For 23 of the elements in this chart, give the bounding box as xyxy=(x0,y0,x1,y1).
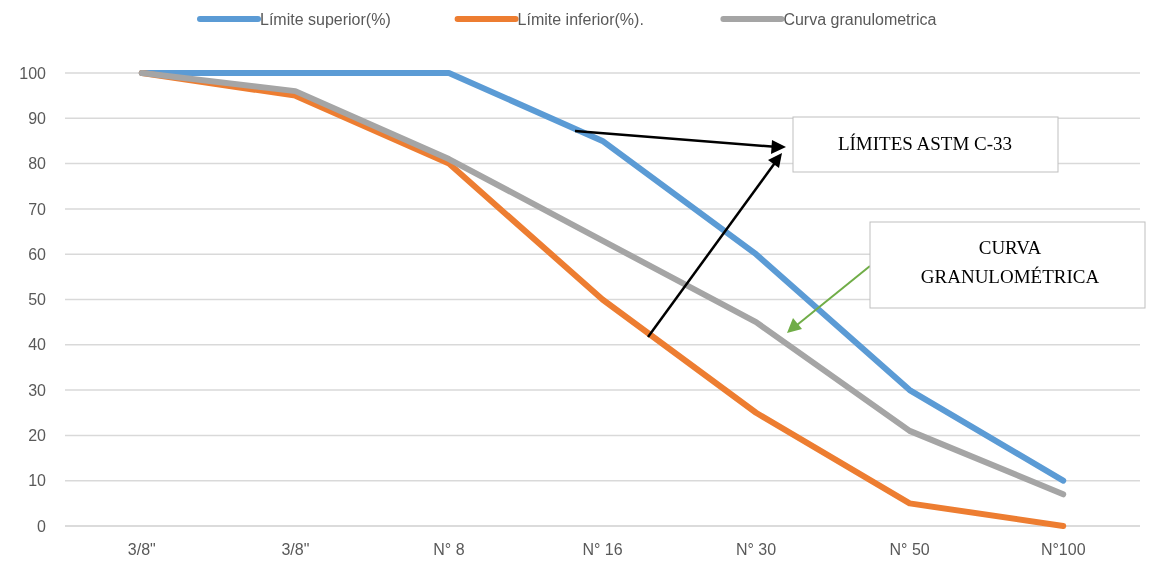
y-tick-label: 40 xyxy=(28,336,47,354)
y-tick-label: 20 xyxy=(28,427,47,444)
x-tick-label: N° 8 xyxy=(433,541,465,558)
y-tick-label: 60 xyxy=(28,245,47,263)
annotation: LÍMITES ASTM C-33 xyxy=(837,133,1013,154)
x-tick-label: N° 30 xyxy=(735,541,777,558)
legend-label: Límite inferior(%). xyxy=(517,11,644,28)
y-tick-label: 80 xyxy=(28,155,47,173)
y-tick-label: 100 xyxy=(19,64,47,82)
x-tick-label: N° 16 xyxy=(582,541,623,558)
y-tick-label: 50 xyxy=(28,291,47,309)
y-tick-label: 90 xyxy=(28,109,47,127)
x-tick-label: 3/8" xyxy=(127,541,156,558)
x-tick-label: N° 50 xyxy=(889,541,930,558)
y-tick-label: 0 xyxy=(37,517,47,535)
x-tick-label: N°100 xyxy=(1040,541,1086,558)
annotation: CURVA GRANULOMÉTRICA xyxy=(920,237,1100,287)
legend-label: Curva granulometrica xyxy=(783,11,937,28)
y-tick-label: 10 xyxy=(28,472,47,490)
legend-label: Límite superior(%) xyxy=(260,11,391,28)
y-tick-label: 70 xyxy=(28,200,47,218)
y-tick-label: 30 xyxy=(28,381,47,399)
x-tick-label: 3/8" xyxy=(281,541,310,558)
